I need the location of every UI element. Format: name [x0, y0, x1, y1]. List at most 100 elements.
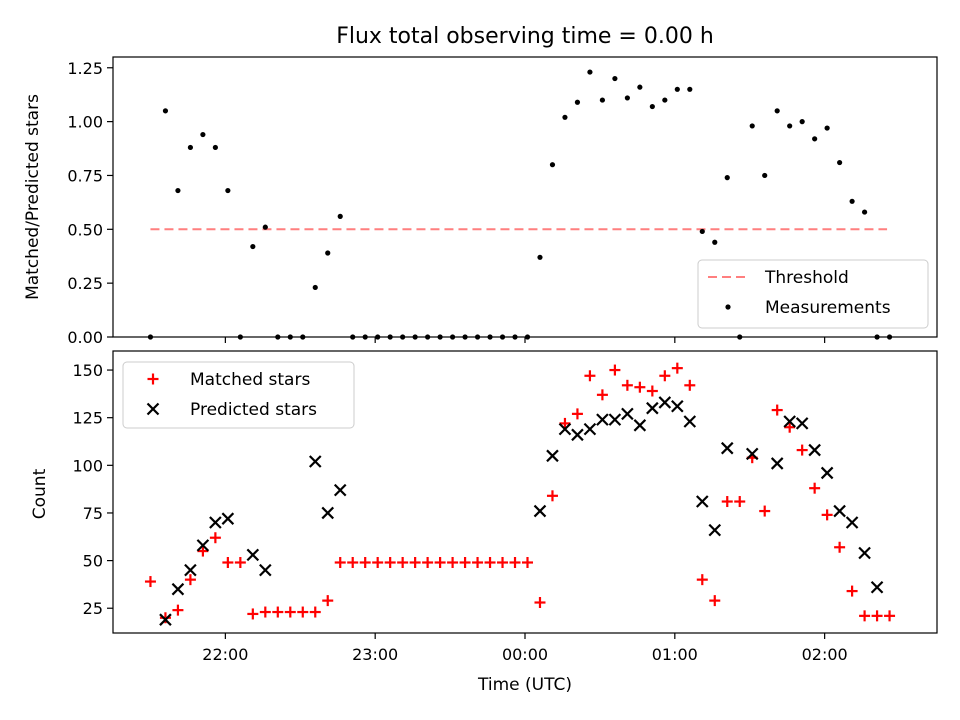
count-y-tick-label: 100 [72, 456, 103, 475]
matched-star-point [771, 404, 783, 416]
measurement-point [212, 144, 218, 151]
matched-star-point [459, 557, 471, 568]
predicted-star-point [858, 546, 871, 560]
predicted-star-point [159, 613, 172, 626]
predicted-star-point [870, 580, 884, 594]
predicted-star-point [633, 419, 647, 432]
matched-star-point [259, 606, 271, 618]
matched-star-point [671, 362, 683, 374]
predicted-star-point [770, 457, 784, 470]
matched-star-point [422, 557, 434, 568]
matched-star-point [646, 385, 658, 397]
predicted-star-point [596, 413, 609, 426]
predicted-star-point [259, 563, 272, 577]
measurement-point [774, 108, 780, 114]
measurement-point [175, 187, 181, 194]
predicted-star-point [696, 495, 709, 508]
legend-matched-swatch [147, 373, 159, 385]
predicted-star-point [720, 441, 734, 455]
measurement-point [537, 254, 543, 260]
legend-predicted-marker [146, 402, 160, 416]
ratio-y-tick-label: 1.25 [67, 59, 103, 78]
measurement-point [649, 103, 655, 110]
count-x-tick-label: 01:00 [652, 645, 698, 664]
count-points [144, 362, 896, 626]
predicted-star-point [671, 399, 684, 413]
legend-measurements-swatch [725, 304, 731, 310]
ratio-y-label: Matched/Predicted stars [23, 94, 43, 300]
ratio-y-tick-label: 0.75 [67, 166, 103, 185]
predicted-star-point [308, 455, 322, 468]
matched-star-point [472, 557, 484, 568]
measurement-point [549, 162, 556, 168]
measurement-point [837, 159, 843, 166]
predicted-star-point [571, 428, 584, 442]
ratio-axes-frame [112, 56, 938, 338]
measurement-point [824, 125, 830, 131]
count-x-ticks: 22:00 23:00 00:00 01:00 02:00 [202, 633, 848, 664]
predicted-star-point [209, 516, 222, 529]
ratio-panel: 0.00 0.25 0.50 0.75 1.00 1.25 Matched/Predict… [23, 56, 938, 347]
measurement-point [200, 131, 206, 138]
matched-star-point [684, 379, 696, 391]
predicted-star-point [833, 504, 846, 518]
measurement-point [749, 123, 755, 129]
matched-star-point [234, 557, 246, 568]
measurement-point [312, 284, 318, 291]
measurement-point [724, 175, 730, 181]
predicted-star-point [820, 466, 834, 480]
predicted-star-point [745, 447, 759, 461]
count-y-label: Count [30, 468, 50, 519]
matched-star-point [809, 482, 821, 494]
matched-star-point [596, 389, 608, 401]
legend-predicted-swatch [146, 402, 160, 416]
matched-star-point [144, 576, 156, 588]
matched-star-point [209, 532, 221, 544]
measurement-point [712, 239, 718, 245]
legend-matched-marker [147, 373, 159, 385]
predicted-star-point [795, 417, 809, 430]
matched-star-point [734, 496, 746, 508]
matched-star-point [309, 606, 321, 618]
measurement-point [587, 69, 593, 75]
measurement-points [147, 69, 893, 340]
matched-star-point [821, 509, 833, 521]
matched-star-point [284, 606, 296, 618]
predicted-star-point [621, 407, 634, 421]
matched-star-point [409, 557, 421, 568]
matched-star-point [871, 610, 883, 622]
count-y-tick-label: 25 [83, 599, 103, 618]
measurement-point [812, 136, 818, 142]
matched-star-point [334, 557, 346, 568]
measurement-point [337, 213, 343, 219]
count-panel: 25 50 75 100 125 150 22:00 23:00 00:00 01:00 02:0… [30, 350, 938, 695]
matched-star-point [884, 610, 896, 622]
matched-star-point [834, 541, 846, 553]
matched-star-point [159, 612, 171, 624]
count-axes-frame [112, 350, 938, 634]
measurement-point [762, 172, 768, 179]
ratio-y-tick-label: 0.25 [67, 274, 103, 293]
count-x-label: Time (UTC) [477, 675, 572, 695]
measurement-point [325, 250, 331, 256]
matched-star-point [696, 574, 708, 586]
matched-star-point [347, 557, 359, 568]
ratio-y-tick-label: 1.00 [67, 113, 103, 132]
count-x-tick-label: 22:00 [202, 645, 248, 664]
count-legend-box [122, 361, 355, 429]
matched-star-point [846, 585, 858, 597]
predicted-star-point [546, 449, 559, 463]
predicted-star-point [533, 504, 547, 518]
measurement-point [562, 114, 568, 120]
count-y-tick-label: 50 [83, 552, 103, 571]
count-x-tick-label: 00:00 [502, 645, 548, 664]
matched-star-point [497, 557, 509, 568]
matched-star-point [384, 557, 396, 568]
legend-predicted-label: Predicted stars [190, 400, 317, 420]
legend-matched-label: Matched stars [190, 370, 310, 390]
ratio-legend-box [697, 259, 929, 329]
matched-star-point [584, 370, 596, 382]
matched-star-point [659, 370, 671, 382]
count-y-tick-label: 150 [72, 361, 103, 380]
